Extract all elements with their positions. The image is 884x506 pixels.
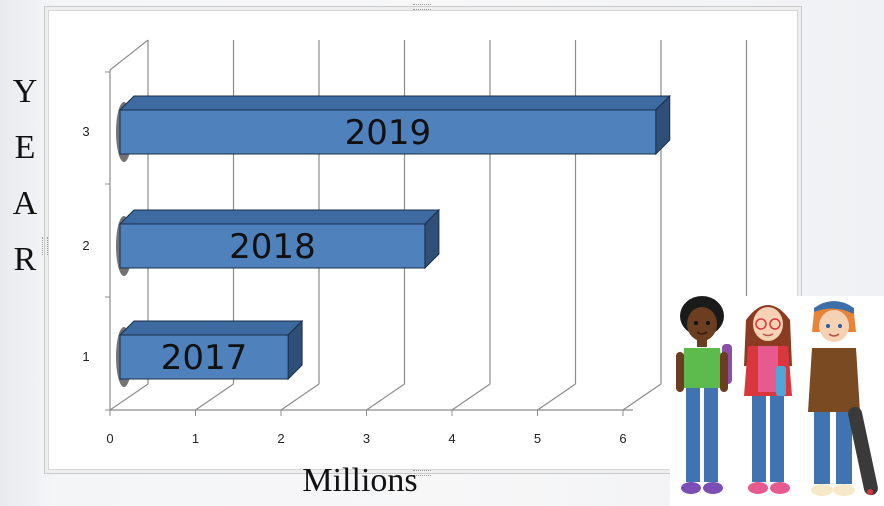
x-tick-label: 2 bbox=[277, 431, 284, 446]
floor-gridline bbox=[451, 383, 491, 411]
y-tick-label: 3 bbox=[82, 124, 89, 139]
x-tick-label: 1 bbox=[192, 431, 199, 446]
y-axis-title-letter: A bbox=[12, 185, 38, 222]
bar bbox=[119, 223, 426, 269]
bar bbox=[119, 334, 289, 380]
bar-data-label: 2017 bbox=[161, 338, 248, 378]
y-axis-title-letter: E bbox=[14, 129, 36, 166]
bars bbox=[116, 94, 671, 387]
x-tick-label: 4 bbox=[448, 431, 455, 446]
floor-gridline bbox=[109, 383, 149, 411]
x-axis-title: Millions bbox=[302, 462, 418, 499]
floor-gridline bbox=[195, 383, 234, 411]
y-axis-wall-top bbox=[109, 39, 149, 71]
bar-top-face bbox=[118, 95, 671, 111]
floor-gridline bbox=[622, 383, 662, 411]
floor-gridline bbox=[537, 383, 576, 411]
x-tick-label: 3 bbox=[363, 431, 370, 446]
kid-brown-shirt bbox=[808, 301, 878, 496]
kid-red-jacket bbox=[744, 305, 792, 494]
tick-labels: 0 1 2 3 4 5 6 2017 1 2018 2 2019 3 bbox=[82, 113, 626, 446]
kid-green-shirt bbox=[676, 296, 732, 494]
x-tick-label: 0 bbox=[106, 431, 113, 446]
resize-handle-left[interactable] bbox=[42, 237, 48, 255]
floor-gridline bbox=[366, 383, 405, 411]
x-tick-label: 5 bbox=[534, 431, 541, 446]
bar-top-face bbox=[118, 320, 304, 336]
bar-top-face bbox=[118, 209, 441, 225]
y-axis-title: Y E A R bbox=[8, 64, 42, 288]
y-tick-label: 1 bbox=[82, 349, 89, 364]
y-tick-label: 2 bbox=[82, 238, 89, 253]
resize-handle-bottom[interactable] bbox=[413, 470, 431, 476]
bar bbox=[119, 109, 657, 155]
resize-handle-top[interactable] bbox=[413, 4, 431, 10]
y-axis-title-letter: Y bbox=[12, 73, 38, 110]
floor-gridline bbox=[280, 383, 320, 411]
teenagers-illustration bbox=[670, 296, 884, 506]
y-axis-title-letter: R bbox=[13, 241, 37, 278]
x-tick-label: 6 bbox=[619, 431, 626, 446]
bar-data-label: 2018 bbox=[229, 227, 316, 267]
bar-data-label: 2019 bbox=[345, 113, 432, 153]
